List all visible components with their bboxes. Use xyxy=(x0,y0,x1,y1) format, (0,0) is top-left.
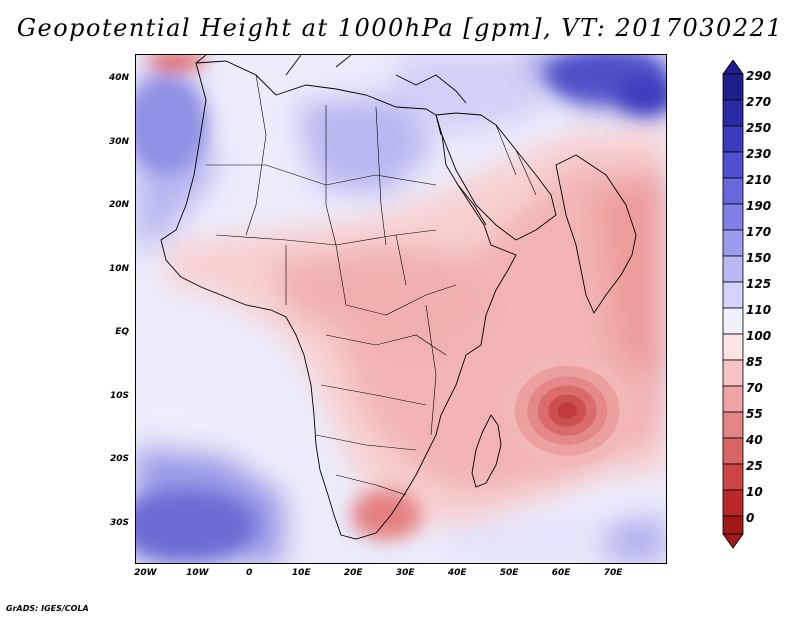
lon-tick-label: 20E xyxy=(343,568,363,578)
lon-tick-label: 0 xyxy=(246,568,253,578)
colorbar-tick-label: 230 xyxy=(746,147,772,161)
lon-tick-label: 10E xyxy=(291,568,311,578)
lat-tick-label: 20S xyxy=(109,454,129,465)
colorbar-tick-label: 150 xyxy=(746,251,772,265)
colorbar-swatch xyxy=(722,515,744,535)
colorbar-tick-label: 100 xyxy=(746,329,772,343)
colorbar-tick-label: 190 xyxy=(746,199,772,213)
field-extremes xyxy=(136,55,666,560)
colorbar-tick-label: 270 xyxy=(746,95,772,109)
colorbar-tick-label: 290 xyxy=(746,69,772,83)
lat-tick-label: 40N xyxy=(108,73,129,84)
colorbar-swatch xyxy=(722,411,744,439)
colorbar-swatch xyxy=(722,203,744,231)
colorbar-swatch xyxy=(722,307,744,335)
colorbar-swatch xyxy=(722,99,744,127)
lon-tick-label: 30E xyxy=(395,568,415,578)
colorbar-swatch xyxy=(722,437,744,465)
colorbar-tick-label: 0 xyxy=(746,511,755,525)
lon-tick-label: 10W xyxy=(186,568,209,578)
colorbar xyxy=(722,60,744,549)
lat-tick-label: 10S xyxy=(109,390,129,401)
colorbar-tick-label: 170 xyxy=(746,225,772,239)
lon-tick-label: 50E xyxy=(499,568,519,578)
colorbar-swatch xyxy=(722,73,744,101)
credit-label: GrADS: IGES/COLA xyxy=(6,604,89,613)
low-contour-ring xyxy=(557,402,577,419)
coastlines xyxy=(160,55,637,540)
colorbar-swatch xyxy=(722,385,744,413)
country-borders xyxy=(206,74,537,496)
lat-tick-label: EQ xyxy=(115,327,129,338)
lat-tick-label: 30N xyxy=(108,136,129,147)
colorbar-swatch xyxy=(722,489,744,517)
colorbar-tick-label: 250 xyxy=(746,121,772,135)
lat-tick-label: 10N xyxy=(108,263,129,274)
colorbar-swatch xyxy=(722,177,744,205)
colorbar-swatch xyxy=(722,281,744,309)
map-panel xyxy=(135,54,667,564)
colorbar-tick-label: 55 xyxy=(746,407,763,421)
colorbar-tick-label: 110 xyxy=(746,303,772,317)
colorbar-tick-label: 10 xyxy=(746,485,763,499)
colorbar-tick-label: 40 xyxy=(746,433,763,447)
colorbar-tick-label: 125 xyxy=(746,277,772,291)
colorbar-tick-label: 70 xyxy=(746,381,763,395)
colorbar-max-arrow xyxy=(722,60,744,75)
map-title: Geopotential Height at 1000hPa [gpm], VT… xyxy=(16,14,784,42)
geopotential-map xyxy=(136,55,666,563)
lon-tick-label: 60E xyxy=(551,568,571,578)
colorbar-swatch xyxy=(722,151,744,179)
colorbar-tick-label: 85 xyxy=(746,355,763,369)
lon-tick-label: 20W xyxy=(134,568,157,578)
lon-tick-label: 70E xyxy=(603,568,623,578)
colorbar-min-arrow xyxy=(722,533,744,549)
colorbar-tick-label: 210 xyxy=(746,173,772,187)
lon-tick-label: 40E xyxy=(447,568,467,578)
colorbar-swatch xyxy=(722,359,744,387)
colorbar-swatch xyxy=(722,255,744,283)
colorbar-swatch xyxy=(722,229,744,257)
colorbar-swatch xyxy=(722,463,744,491)
lat-tick-label: 20N xyxy=(108,200,129,211)
colorbar-swatch xyxy=(722,125,744,153)
lat-tick-label: 30S xyxy=(109,517,129,528)
colorbar-tick-label: 25 xyxy=(746,459,763,473)
indian-ocean-low xyxy=(502,354,633,467)
colorbar-swatch xyxy=(722,333,744,361)
